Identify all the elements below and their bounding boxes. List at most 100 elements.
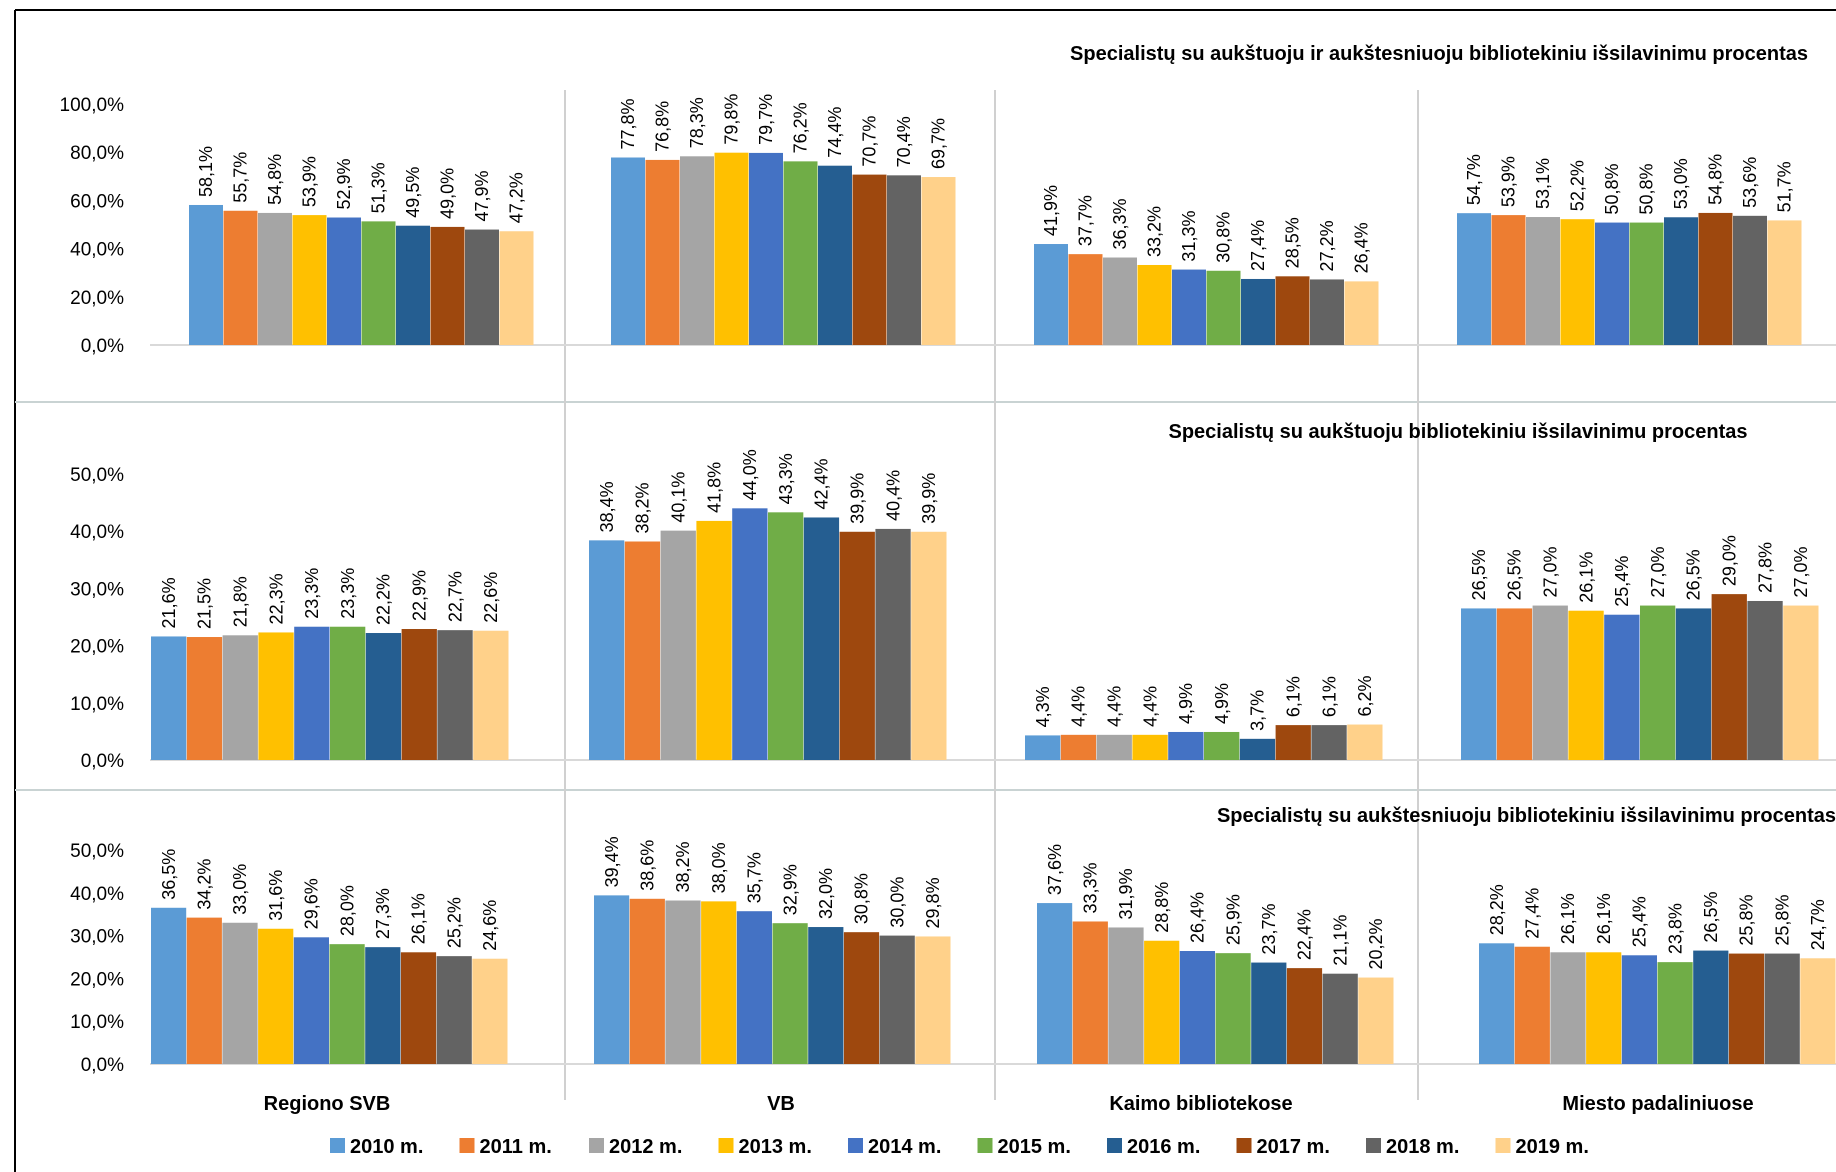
data-label: 27,0% [1541, 547, 1561, 598]
data-label: 22,9% [410, 570, 430, 621]
bar [436, 956, 472, 1064]
data-label: 27,4% [1248, 220, 1268, 271]
data-label: 26,5% [1469, 549, 1489, 600]
legend-item: 2014 m. [848, 1136, 941, 1158]
data-label: 36,5% [159, 849, 179, 900]
chart-frame [14, 9, 1836, 1172]
bar [430, 226, 465, 345]
data-label: 23,8% [1665, 903, 1685, 954]
bar [396, 225, 430, 345]
data-label: 58,1% [196, 146, 216, 197]
legend-label: 2013 m. [739, 1136, 812, 1158]
legend-item: 2011 m. [459, 1136, 552, 1158]
legend-item: 2016 m. [1107, 1136, 1200, 1158]
bar [401, 629, 437, 760]
data-label: 40,4% [883, 470, 903, 521]
bar [189, 204, 223, 345]
data-label: 25,8% [1772, 895, 1792, 946]
legend-swatch [330, 1138, 345, 1153]
bar [1068, 254, 1103, 345]
bar [1286, 968, 1323, 1064]
data-label: 52,2% [1568, 160, 1588, 211]
legend-item: 2015 m. [977, 1136, 1071, 1158]
bar [680, 156, 714, 345]
bar [665, 900, 701, 1064]
data-label: 26,4% [1188, 892, 1208, 943]
data-label: 51,7% [1775, 161, 1795, 212]
bar [1172, 269, 1206, 345]
data-label: 27,0% [1791, 547, 1811, 598]
bar [1239, 738, 1276, 760]
bar [1698, 212, 1733, 345]
bar [1764, 953, 1800, 1064]
bar [624, 541, 661, 760]
bar [222, 922, 258, 1064]
legend-swatch [589, 1138, 604, 1153]
y-tick-label: 40,0% [70, 522, 124, 543]
legend-label: 2016 m. [1127, 1136, 1200, 1158]
legend-item: 2019 m. [1495, 1136, 1589, 1158]
legend-label: 2015 m. [998, 1136, 1071, 1158]
panel-title: Specialistų su aukštuoju ir aukštesniuoj… [1070, 43, 1808, 65]
data-label: 25,2% [444, 897, 464, 948]
bar [1179, 951, 1215, 1064]
data-label: 27,4% [1523, 888, 1543, 939]
data-label: 25,9% [1223, 894, 1243, 945]
data-label: 4,3% [1033, 686, 1053, 727]
data-label: 49,0% [438, 168, 458, 219]
data-label: 50,8% [1602, 164, 1622, 215]
bar [186, 917, 222, 1064]
bar [223, 210, 258, 345]
data-label: 74,4% [825, 107, 845, 158]
data-label: 20,2% [1366, 918, 1386, 969]
bar [879, 935, 915, 1064]
data-label: 78,3% [687, 97, 707, 148]
data-label: 41,9% [1041, 185, 1061, 236]
bar [1358, 977, 1394, 1064]
data-label: 32,0% [816, 868, 836, 919]
bar [1037, 903, 1073, 1064]
bar [1526, 217, 1560, 345]
data-label: 21,8% [231, 576, 251, 627]
legend-item: 2018 m. [1366, 1136, 1459, 1158]
bar [293, 937, 329, 1064]
bar [1657, 962, 1693, 1064]
y-tick-label: 0,0% [81, 1055, 124, 1076]
bar [1479, 943, 1515, 1064]
bar [1034, 244, 1068, 345]
data-label: 26,1% [409, 893, 429, 944]
bar [915, 936, 951, 1064]
data-label: 38,2% [673, 841, 693, 892]
data-label: 27,2% [1317, 220, 1337, 271]
bar [1586, 952, 1622, 1064]
legend-label: 2012 m. [609, 1136, 682, 1158]
data-label: 53,0% [1671, 158, 1691, 209]
data-label: 6,2% [1355, 676, 1375, 717]
legend-label: 2018 m. [1386, 1136, 1459, 1158]
bar [1132, 734, 1168, 760]
data-label: 23,7% [1259, 904, 1279, 955]
data-label: 4,4% [1069, 686, 1089, 727]
legend-item: 2017 m. [1236, 1136, 1330, 1158]
bar [1103, 257, 1137, 345]
data-label: 3,7% [1248, 690, 1268, 731]
data-label: 23,3% [302, 568, 322, 619]
data-label: 22,3% [266, 573, 286, 624]
data-label: 34,2% [195, 859, 215, 910]
y-tick-label: 100,0% [60, 95, 125, 116]
bar [660, 530, 696, 760]
data-label: 44,0% [740, 449, 760, 500]
bar [1767, 220, 1802, 345]
bar [1322, 973, 1358, 1064]
legend-swatch [1236, 1138, 1252, 1153]
y-tick-label: 50,0% [70, 841, 124, 862]
data-label: 6,1% [1319, 676, 1339, 717]
bar [1060, 734, 1097, 760]
data-label: 27,3% [373, 888, 393, 939]
bar [589, 540, 625, 760]
legend-swatch [459, 1138, 475, 1153]
data-label: 54,8% [1706, 154, 1726, 205]
bar [1215, 953, 1251, 1064]
category-label: Regiono SVB [264, 1093, 391, 1115]
data-label: 25,4% [1630, 896, 1650, 947]
